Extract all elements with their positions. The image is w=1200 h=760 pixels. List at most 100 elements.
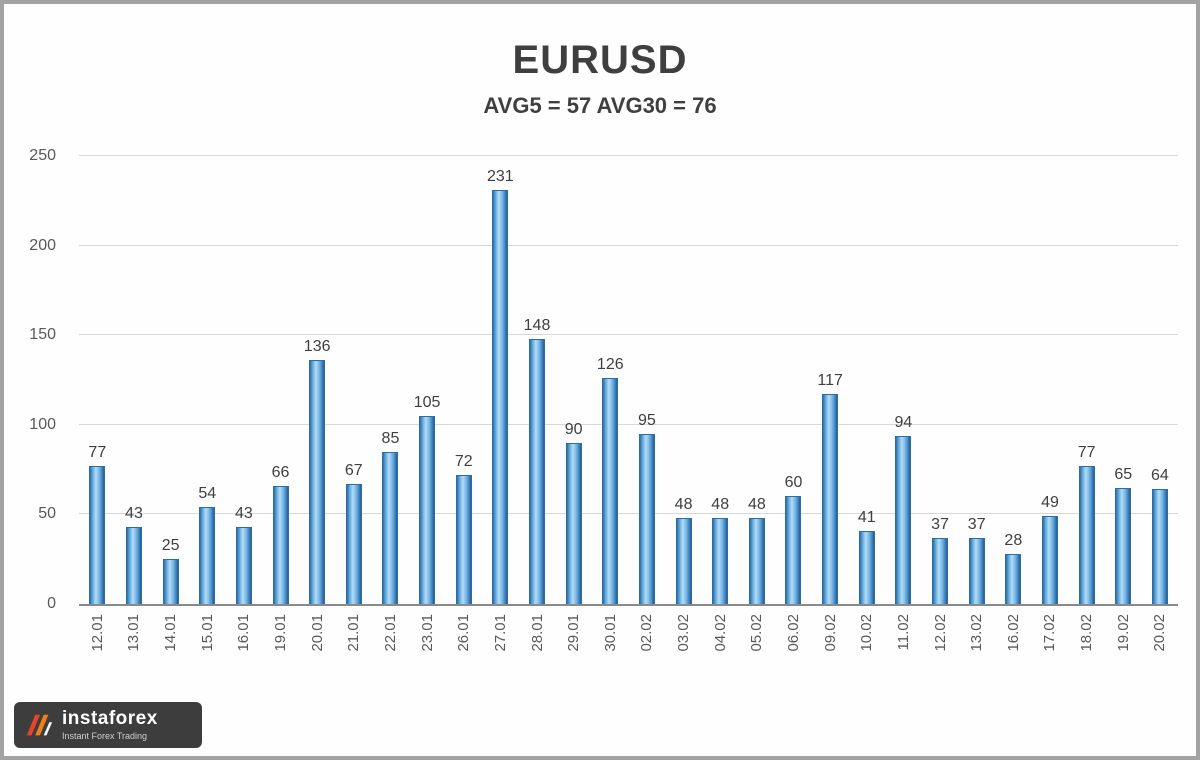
bar-slot: 25 (152, 156, 189, 604)
bar-slot: 148 (519, 156, 556, 604)
bar: 95 (638, 412, 656, 604)
x-tick-label: 19.01 (272, 614, 290, 652)
x-tick-label: 15.01 (198, 614, 216, 652)
bar: 126 (597, 356, 624, 604)
x-tick-slot: 16.01 (226, 614, 263, 696)
bar-value-label: 37 (967, 515, 986, 533)
bar-slot: 136 (299, 156, 336, 604)
y-tick-label: 100 (29, 415, 56, 433)
logo-tagline: Instant Forex Trading (62, 730, 148, 741)
x-tick-slot: 16.02 (995, 614, 1032, 696)
y-axis-labels: 0 50 100 150 200 250 (4, 147, 66, 612)
gridline (79, 513, 1178, 515)
bar: 72 (455, 453, 473, 604)
bar-value-label: 72 (454, 452, 473, 470)
bar-slot: 94 (885, 156, 922, 604)
x-tick-label: 13.02 (968, 614, 986, 652)
gridline (79, 244, 1178, 246)
bar-value-label: 65 (1114, 465, 1133, 483)
y-tick-label: 0 (47, 595, 56, 612)
x-tick-slot: 09.02 (812, 614, 849, 696)
bar-slot: 126 (592, 156, 629, 604)
x-tick-label: 04.02 (711, 614, 729, 652)
x-tick-slot: 27.01 (482, 614, 519, 696)
x-tick-label: 12.01 (88, 614, 106, 652)
x-tick-slot: 28.01 (519, 614, 556, 696)
bar-slot: 105 (409, 156, 446, 604)
bar: 77 (1078, 444, 1096, 604)
bar-value-label: 64 (1150, 467, 1169, 485)
bar-slot: 37 (958, 156, 995, 604)
bar-slot: 117 (812, 156, 849, 604)
x-tick-slot: 26.01 (445, 614, 482, 696)
x-tick-label: 12.02 (931, 614, 949, 652)
x-tick-slot: 20.01 (299, 614, 336, 696)
x-tick-slot: 06.02 (775, 614, 812, 696)
bar-slot: 72 (445, 156, 482, 604)
x-tick-slot: 05.02 (739, 614, 776, 696)
gridlines (79, 155, 1178, 604)
x-axis-labels: 12.01 13.01 14.01 15.01 16.01 19.01 20.01 21.01… (79, 614, 1178, 696)
x-tick-slot: 11.02 (885, 614, 922, 696)
x-tick-slot: 12.01 (79, 614, 116, 696)
bar-slot: 48 (739, 156, 776, 604)
bar: 41 (858, 509, 876, 604)
x-tick-slot: 29.01 (555, 614, 592, 696)
bar: 54 (198, 485, 216, 604)
bar-slot: 64 (1142, 156, 1179, 604)
x-tick-label: 05.02 (748, 614, 766, 652)
bar-slot: 49 (1032, 156, 1069, 604)
x-tick-slot: 19.01 (262, 614, 299, 696)
bar: 65 (1114, 466, 1132, 604)
bar-value-label: 67 (344, 461, 363, 479)
x-tick-slot: 12.02 (922, 614, 959, 696)
bar-slot: 77 (79, 156, 116, 604)
bar-slot: 37 (922, 156, 959, 604)
bar-value-label: 43 (234, 504, 253, 522)
bar-slot: 77 (1068, 156, 1105, 604)
x-tick-label: 30.01 (601, 614, 619, 652)
bar-slot: 41 (848, 156, 885, 604)
bar: 148 (524, 317, 550, 604)
bar-slot: 66 (262, 156, 299, 604)
y-tick-label: 200 (29, 236, 56, 254)
x-tick-label: 27.01 (491, 614, 509, 652)
y-tick-label: 250 (29, 147, 56, 164)
x-tick-label: 11.02 (894, 614, 912, 651)
bar-slot: 43 (226, 156, 263, 604)
x-tick-label: 17.02 (1041, 614, 1059, 652)
x-tick-label: 19.02 (1114, 614, 1132, 652)
bar: 43 (235, 505, 253, 604)
bar: 66 (272, 464, 289, 604)
y-tick-label: 50 (38, 505, 56, 523)
plot-area: 77 43 25 54 43 66 136 67 85 105 72 231 148 90 126 95 48 4… (79, 155, 1179, 696)
bar-value-label: 25 (161, 537, 180, 555)
y-tick-label: 150 (29, 326, 56, 344)
gridline (79, 334, 1178, 336)
bar: 117 (817, 372, 843, 604)
x-tick-label: 10.02 (858, 614, 876, 652)
bar-value-label: 77 (1077, 444, 1096, 462)
x-tick-label: 20.02 (1151, 614, 1169, 652)
bar-value-label: 94 (894, 413, 913, 431)
x-tick-slot: 19.02 (1105, 614, 1142, 696)
bar-slot: 48 (702, 156, 739, 604)
bar-slot: 65 (1105, 156, 1142, 604)
x-tick-label: 09.02 (821, 614, 839, 652)
instaforex-logo: instaforex Instant Forex Trading (14, 702, 202, 748)
x-tick-slot: 23.01 (409, 614, 446, 696)
bar-value-label: 148 (523, 316, 551, 334)
x-tick-label: 13.01 (125, 614, 143, 652)
x-tick-slot: 21.01 (335, 614, 372, 696)
bar: 136 (304, 338, 331, 604)
bar-value-label: 90 (564, 420, 583, 438)
x-tick-slot: 22.01 (372, 614, 409, 696)
bar-slot: 54 (189, 156, 226, 604)
bar-slot: 95 (629, 156, 666, 604)
bar-value-label: 66 (271, 463, 290, 481)
bar-value-label: 37 (931, 515, 949, 533)
x-tick-label: 23.01 (418, 614, 436, 652)
x-tick-label: 22.01 (381, 614, 399, 652)
x-tick-label: 29.01 (565, 614, 583, 652)
